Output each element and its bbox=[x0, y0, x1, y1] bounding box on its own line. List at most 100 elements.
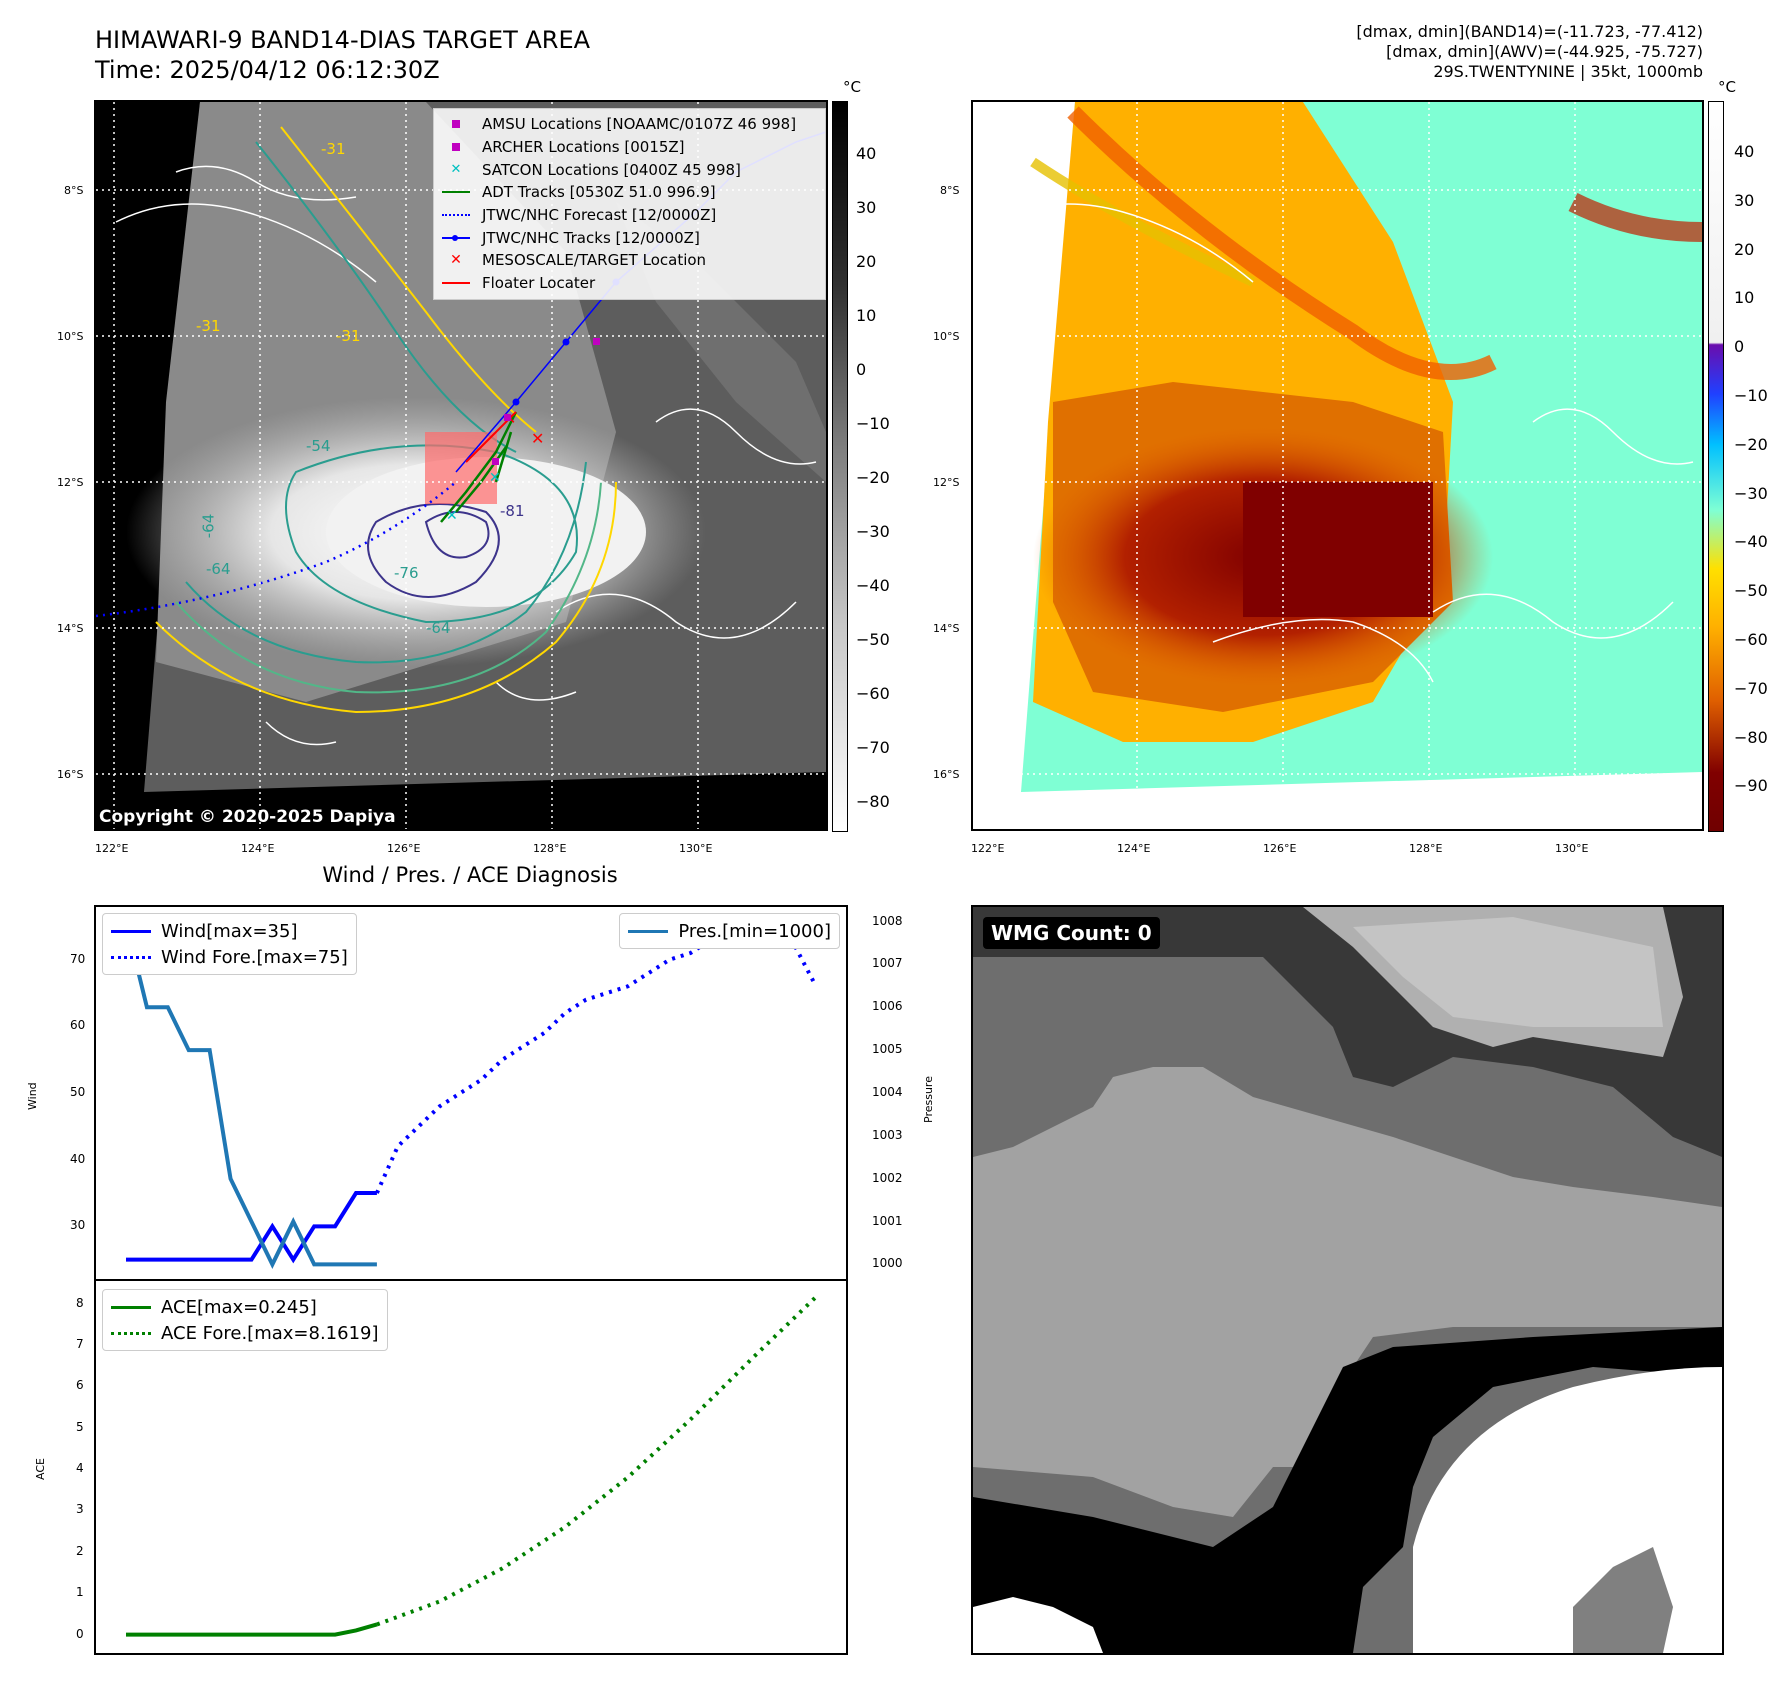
lat-label: 16°S bbox=[57, 768, 84, 781]
chart-time: Time: 2025/04/12 06:12:30Z bbox=[95, 56, 440, 84]
pressure-tick-label: 1006 bbox=[872, 999, 903, 1014]
ace-tick-label: 4 bbox=[76, 1461, 84, 1476]
colorbar-tick: −40 bbox=[856, 576, 890, 595]
colorbar-left bbox=[832, 101, 848, 832]
ace-panel: ACE[max=0.245] ACE Fore.[max=8.1619] bbox=[94, 1279, 848, 1655]
colorbar-tick: 20 bbox=[1734, 239, 1755, 259]
legend-item-satcon: ✕ SATCON Locations [0400Z 45 998] bbox=[450, 160, 741, 179]
pressure-legend: Pres.[min=1000] bbox=[619, 913, 840, 949]
lon-label: 130°E bbox=[1555, 842, 1589, 855]
colorbar-tick: 0 bbox=[856, 360, 867, 379]
contour-label: -54 bbox=[306, 437, 331, 455]
awv-map-image bbox=[992, 102, 1702, 792]
colorbar-tick: −40 bbox=[1734, 532, 1768, 552]
colorbar-tick: −20 bbox=[856, 468, 890, 487]
lon-label: 122°E bbox=[95, 842, 129, 855]
contour-label: -64 bbox=[206, 560, 231, 578]
lat-label: 16°S bbox=[933, 768, 960, 781]
colorbar-tick: −30 bbox=[856, 522, 890, 541]
copyright-text: Copyright © 2020-2025 Dapiya bbox=[99, 807, 396, 827]
colorbar-tick: −70 bbox=[856, 738, 890, 757]
lat-label: 8°S bbox=[940, 184, 960, 197]
ace-tick-label: 2 bbox=[76, 1543, 84, 1558]
colorbar-tick: −60 bbox=[856, 684, 890, 703]
pressure-axis-label: Pressure bbox=[922, 1076, 935, 1123]
diagnosis-title: Wind / Pres. / ACE Diagnosis bbox=[322, 863, 618, 887]
pressure-tick-label: 1001 bbox=[872, 1213, 903, 1228]
lon-label: 128°E bbox=[533, 842, 567, 855]
legend-item-adt: ADT Tracks [0530Z 51.0 996.9] bbox=[442, 181, 817, 204]
pressure-tick-label: 1000 bbox=[872, 1256, 903, 1271]
lon-label: 130°E bbox=[679, 842, 713, 855]
contour-label: -81 bbox=[500, 502, 525, 520]
lat-label: 10°S bbox=[57, 330, 84, 343]
colorbar-right-unit: °C bbox=[1718, 78, 1736, 96]
colorbar-tick: −80 bbox=[1734, 727, 1768, 747]
ace-tick-label: 6 bbox=[76, 1378, 84, 1393]
legend-item-jtwc-tracks: JTWC/NHC Tracks [12/0000Z] bbox=[442, 226, 817, 249]
pressure-tick-label: 1008 bbox=[872, 913, 903, 928]
wmg-count-badge: WMG Count: 0 bbox=[983, 917, 1160, 949]
wind-pressure-panel: Wind[max=35] Wind Fore.[max=75] Pres.[mi… bbox=[94, 905, 848, 1281]
colorbar-tick: 40 bbox=[1734, 142, 1755, 161]
colorbar-tick: −90 bbox=[1734, 776, 1768, 796]
legend-wind: Wind[max=35] bbox=[111, 918, 348, 944]
pressure-tick-label: 1004 bbox=[872, 1085, 903, 1099]
contour-label: -31 bbox=[196, 317, 221, 335]
lon-label: 126°E bbox=[1263, 842, 1297, 855]
colorbar-tick: −80 bbox=[856, 792, 890, 811]
legend-item-target: ✕ MESOSCALE/TARGET Location bbox=[450, 251, 707, 270]
legend-ace: ACE[max=0.245] bbox=[111, 1294, 379, 1320]
ace-plot bbox=[126, 1295, 818, 1637]
wind-pressure-plot bbox=[124, 921, 818, 1269]
map-legend: AMSU Locations [NOAAMC/0107Z 46 998] ARC… bbox=[433, 108, 826, 300]
lon-label: 128°E bbox=[1409, 842, 1443, 855]
lon-label: 122°E bbox=[971, 842, 1005, 855]
contour-label: -64 bbox=[199, 513, 218, 539]
series-line-wind-fore-max-75 bbox=[375, 924, 818, 1194]
lat-label: 12°S bbox=[933, 476, 960, 489]
pressure-tick-label: 1005 bbox=[872, 1042, 903, 1057]
ace-axis-label: ACE bbox=[34, 1458, 47, 1480]
lon-label: 124°E bbox=[241, 842, 275, 855]
ace-tick-label: 0 bbox=[76, 1626, 84, 1641]
legend-item-floater: Floater Locater bbox=[442, 272, 817, 295]
wind-legend: Wind[max=35] Wind Fore.[max=75] bbox=[102, 913, 357, 975]
stats-band14: [dmax, dmin](BAND14)=(-11.723, -77.412) bbox=[1356, 22, 1703, 41]
ace-tick-label: 7 bbox=[76, 1336, 84, 1351]
pressure-tick-label: 1007 bbox=[872, 956, 903, 971]
colorbar-tick: −30 bbox=[1734, 483, 1768, 503]
colorbar-tick: −70 bbox=[1734, 678, 1768, 698]
colorbar-tick: −50 bbox=[856, 630, 890, 649]
awv-map-panel bbox=[971, 100, 1704, 831]
wmg-image bbox=[973, 907, 1722, 1653]
contour-label: -64 bbox=[426, 619, 451, 637]
lat-label: 8°S bbox=[64, 184, 84, 197]
colorbar-tick: 10 bbox=[856, 306, 877, 325]
lat-label: 12°S bbox=[57, 476, 84, 489]
ace-tick-label: 5 bbox=[76, 1419, 84, 1434]
contour-label: -31 bbox=[321, 140, 346, 158]
stats-awv: [dmax, dmin](AWV)=(-44.925, -75.727) bbox=[1386, 42, 1703, 61]
colorbar-tick: −20 bbox=[1734, 434, 1768, 454]
awv-gridlines bbox=[973, 102, 1702, 829]
colorbar-tick: −10 bbox=[856, 414, 890, 433]
colorbar-tick: −10 bbox=[1734, 386, 1768, 405]
series-line-ace-fore-max-8-1619 bbox=[376, 1295, 818, 1627]
wind-tick-label: 70 bbox=[70, 951, 86, 966]
wind-tick-label: 40 bbox=[70, 1151, 86, 1166]
ace-tick-label: 3 bbox=[76, 1502, 84, 1517]
lat-label: 10°S bbox=[933, 330, 960, 343]
colorbar-tick: 30 bbox=[1734, 190, 1755, 210]
series-line-wind-max-35 bbox=[126, 1191, 377, 1264]
colorbar-tick: 20 bbox=[856, 252, 877, 271]
colorbar-tick: 10 bbox=[1734, 288, 1755, 308]
pressure-tick-label: 1003 bbox=[872, 1127, 903, 1142]
series-line-pres-min-1000 bbox=[124, 921, 377, 1269]
wind-axis-label: Wind bbox=[26, 1082, 39, 1110]
ace-tick-label: 1 bbox=[76, 1585, 84, 1600]
stats-block: [dmax, dmin](BAND14)=(-11.723, -77.412) … bbox=[1356, 22, 1703, 82]
ace-tick-label: 8 bbox=[76, 1295, 84, 1310]
storm-info: 29S.TWENTYNINE | 35kt, 1000mb bbox=[1433, 62, 1703, 81]
legend-pres: Pres.[min=1000] bbox=[628, 918, 831, 944]
